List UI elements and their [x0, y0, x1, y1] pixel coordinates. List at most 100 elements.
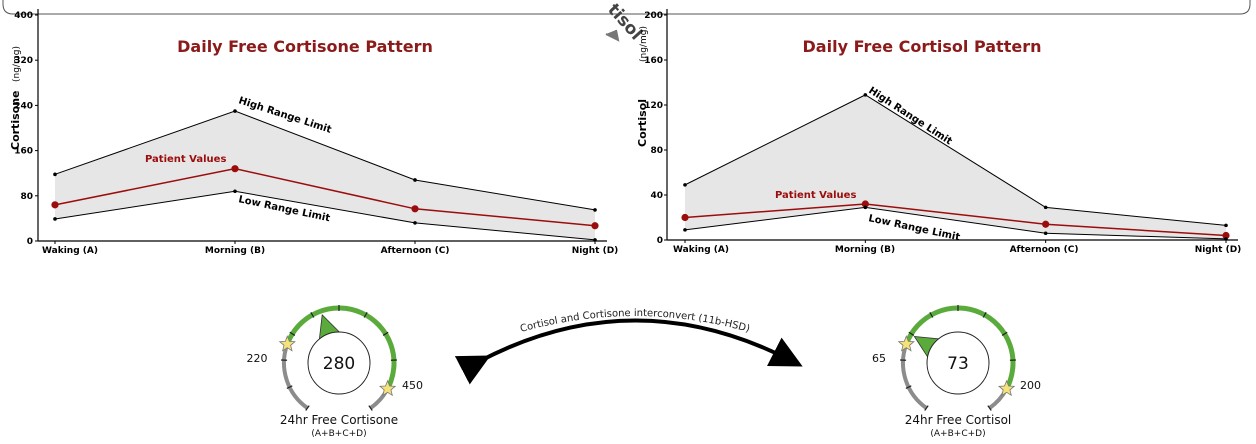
top-banner-frame [2, 0, 1251, 15]
series-line-high-range-limit [684, 94, 1227, 226]
range-point [863, 205, 868, 210]
y-tick-label: 160 [14, 147, 33, 157]
gauge-arc-normal [903, 305, 1016, 390]
x-tick-label: Afternoon (C) [1010, 245, 1079, 255]
y-axis-unit: (ng/mg) [12, 46, 22, 82]
range-point [593, 208, 597, 212]
chart-title: Daily Free Cortisol Pattern [803, 37, 1042, 56]
gauge-tick [363, 311, 368, 318]
y-tick-label: 80 [20, 192, 33, 202]
gauge-subtitle: (A+B+C+D) [311, 429, 366, 439]
gauge-title: 24hr Free Cortisone [280, 413, 398, 427]
x-tick-label: Afternoon (C) [381, 246, 450, 256]
x-tick-label: Waking (A) [42, 246, 98, 256]
y-axis-unit: (ng/mg) [639, 26, 649, 62]
gauge-tick [924, 405, 929, 411]
series-line-patient-values [54, 167, 596, 227]
y-tick-label: 320 [14, 56, 33, 66]
interconvert-arrow [454, 318, 803, 385]
patient-point [1042, 220, 1050, 228]
gauge-low-limit: 220 [247, 352, 268, 365]
series-line-low-range-limit [684, 206, 1227, 240]
cortisol-gauge: 73 65 200 24hr Free Cortisol (A+B+C+D) [872, 305, 1041, 439]
gauge-high-limit: 450 [402, 379, 423, 392]
x-tick-label: Night (D) [572, 246, 619, 256]
gauge-subtitle: (A+B+C+D) [930, 429, 985, 439]
cortisone-chart: Daily Free Cortisone Pattern Cortisone (… [9, 9, 618, 256]
gauge-tick [908, 331, 915, 336]
y-tick-label: 0 [27, 237, 33, 247]
range-point [593, 238, 597, 242]
patient-point [591, 222, 599, 230]
patient-point [861, 200, 869, 208]
gauge-tick [1001, 331, 1008, 336]
y-tick-label: 0 [657, 236, 663, 246]
range-point [1224, 223, 1228, 228]
patient-point [51, 201, 59, 209]
gauge-high-limit: 200 [1020, 379, 1041, 392]
gauge-arc-low [901, 343, 928, 410]
gauge-tick [982, 311, 987, 318]
high-limit-star-icon [378, 379, 397, 397]
y-tick-label: 160 [644, 56, 663, 66]
cortisol-chart: Daily Free Cortisol Pattern Cortisol (ng… [636, 9, 1241, 255]
range-band [55, 111, 595, 240]
series-label: Patient Values [775, 190, 856, 201]
range-point [1043, 205, 1048, 210]
y-tick-label: 80 [650, 146, 663, 156]
y-tick-label: 240 [14, 101, 33, 111]
series-line-patient-values [684, 203, 1227, 237]
gauge-tick [368, 405, 373, 411]
gauge-tick [305, 405, 310, 411]
banner-arrow-icon [605, 29, 620, 42]
x-tick-label: Night (D) [1195, 245, 1242, 255]
y-tick-label: 200 [644, 11, 663, 21]
range-band [685, 94, 1226, 239]
range-point [863, 93, 868, 97]
low-limit-star-icon [278, 335, 296, 352]
x-tick-label: Waking (A) [673, 245, 729, 255]
y-tick-label: 400 [14, 11, 33, 21]
gauge-low-limit: 65 [872, 352, 886, 365]
range-point [53, 172, 57, 177]
gauge-tick [382, 331, 389, 336]
range-point [683, 183, 687, 187]
series-label: Patient Values [145, 154, 226, 165]
range-point [1224, 237, 1228, 241]
patient-point [231, 165, 239, 173]
gauge-tick [929, 311, 934, 318]
series-line-low-range-limit [54, 190, 596, 241]
gauge-tick [286, 385, 293, 389]
gauge-center [926, 331, 990, 395]
gauge-tick [310, 311, 315, 318]
gauge-title: 24hr Free Cortisol [905, 413, 1012, 427]
cortisone-gauge: 280 220 450 24hr Free Cortisone (A+B+C+D) [247, 305, 423, 439]
y-axis-label: Cortisone [9, 91, 22, 150]
range-point [413, 221, 417, 225]
y-axis-label: Cortisol [636, 99, 649, 147]
x-tick-label: Morning (B) [205, 246, 265, 256]
range-point [233, 189, 237, 194]
gauge-tick [987, 405, 992, 411]
series-line-high-range-limit [54, 110, 596, 211]
range-point [413, 178, 417, 182]
gauge-tick [289, 331, 296, 336]
range-point [233, 109, 237, 113]
gauge-center [307, 331, 371, 395]
gauge-value: 280 [323, 354, 355, 374]
range-point [683, 228, 687, 232]
range-point [53, 217, 57, 221]
patient-point [1222, 231, 1230, 240]
patient-point [681, 213, 689, 222]
chart-title: Daily Free Cortisone Pattern [177, 37, 433, 56]
patient-point [411, 205, 419, 213]
high-limit-star-icon [997, 379, 1016, 397]
y-tick-label: 40 [650, 191, 663, 201]
x-tick-label: Morning (B) [835, 245, 895, 255]
gauge-value: 73 [947, 354, 969, 374]
y-tick-label: 120 [644, 101, 663, 111]
gauge-tick [905, 385, 912, 389]
range-point [1043, 231, 1048, 236]
gauge-arc-low [282, 343, 309, 410]
